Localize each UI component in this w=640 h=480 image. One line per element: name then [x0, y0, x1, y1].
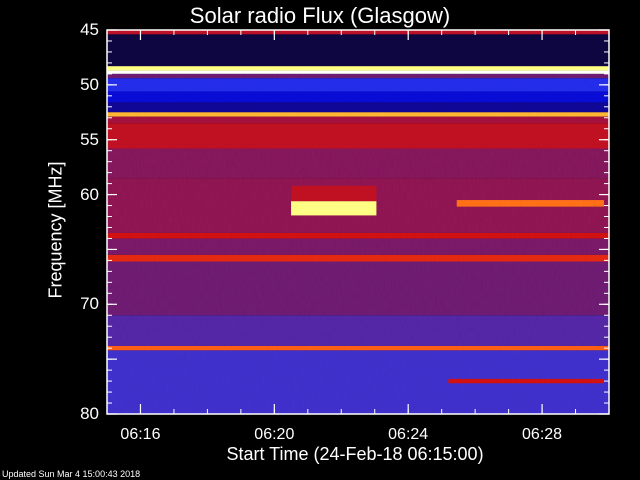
x-tick-label-0: 06:16 — [120, 426, 161, 443]
x-tick-label-2: 06:24 — [388, 426, 429, 443]
y-tick-label-7: 80 — [80, 404, 99, 423]
x-tick-label-1: 06:20 — [254, 426, 295, 443]
y-tick-label-0: 45 — [80, 20, 99, 39]
x-axis-label: Start Time (24-Feb-18 06:15:00) — [226, 444, 484, 464]
y-tick-label-3: 60 — [80, 184, 99, 204]
y-axis-label: Frequency [MHz] — [45, 161, 66, 299]
y-axis-ticks — [107, 29, 609, 415]
y-tick-label-2: 55 — [80, 129, 99, 149]
noise-texture — [107, 30, 609, 414]
y-tick-label-1: 50 — [80, 74, 99, 94]
plot-frame — [106, 29, 610, 415]
chart-title: Solar radio Flux (Glasgow) — [189, 3, 451, 28]
x-tick-label-3: 06:28 — [522, 426, 563, 443]
updated-timestamp: Updated Sun Mar 4 15:00:43 2018 — [2, 469, 141, 479]
x-axis-ticks — [106, 30, 610, 414]
y-tick-label-5: 70 — [80, 294, 99, 314]
